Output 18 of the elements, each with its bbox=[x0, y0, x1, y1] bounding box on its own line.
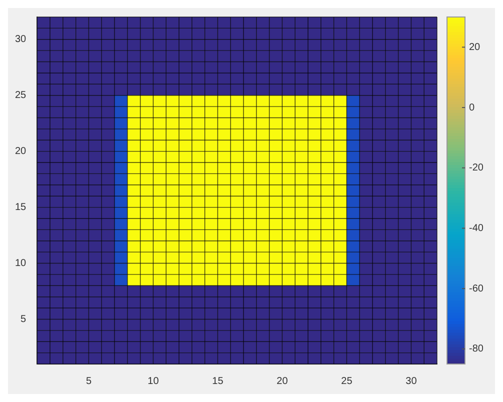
color-bar-label: -40 bbox=[469, 222, 484, 234]
color-bar-label: -80 bbox=[469, 344, 484, 355]
x-tick-label: 30 bbox=[406, 376, 418, 387]
x-tick-label: 5 bbox=[86, 376, 92, 387]
x-tick-label: 15 bbox=[212, 376, 224, 387]
x-tick-label: 10 bbox=[148, 376, 160, 387]
x-tick-label: 25 bbox=[341, 376, 353, 387]
x-tick-label: 20 bbox=[276, 376, 288, 387]
y-tick-label: 15 bbox=[15, 202, 27, 214]
y-tick-label: 25 bbox=[15, 90, 27, 102]
y-tick-label: 10 bbox=[15, 258, 27, 270]
color-bar-label: -20 bbox=[469, 162, 484, 174]
y-tick-label: 20 bbox=[15, 146, 27, 158]
color-bar-label: 20 bbox=[469, 42, 481, 53]
y-tick-label: 5 bbox=[20, 314, 27, 325]
color-bar-label: 0 bbox=[469, 102, 475, 114]
y-tick-label: 30 bbox=[15, 34, 27, 46]
color-bar-label: -60 bbox=[469, 283, 484, 294]
